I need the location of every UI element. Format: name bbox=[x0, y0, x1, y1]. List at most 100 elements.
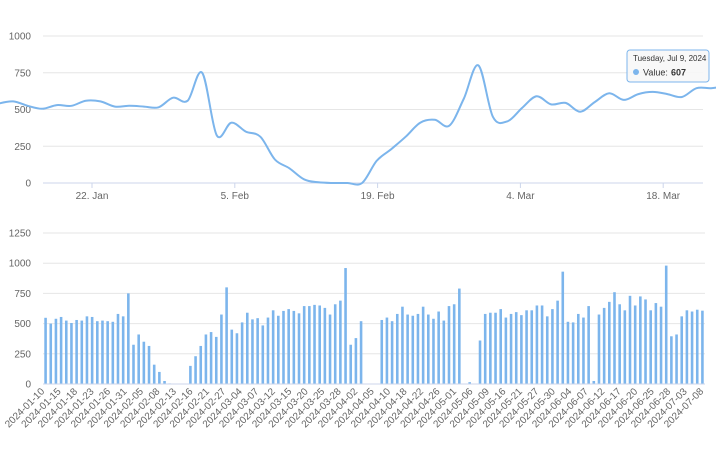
bar[interactable] bbox=[44, 317, 47, 384]
bar[interactable] bbox=[514, 312, 518, 384]
bar[interactable] bbox=[189, 365, 192, 384]
bar[interactable] bbox=[685, 310, 689, 384]
bar[interactable] bbox=[582, 317, 585, 384]
bar[interactable] bbox=[339, 300, 342, 384]
bar[interactable] bbox=[116, 313, 120, 384]
bar[interactable] bbox=[318, 305, 321, 384]
bar[interactable] bbox=[416, 313, 420, 384]
bar[interactable] bbox=[406, 314, 409, 384]
bar[interactable] bbox=[639, 296, 642, 384]
bar[interactable] bbox=[613, 292, 616, 384]
bar[interactable] bbox=[525, 310, 528, 384]
bar-chart[interactable]: 0250500750100012502024-01-102024-01-1520… bbox=[3, 229, 706, 431]
bar[interactable] bbox=[592, 380, 596, 384]
bar[interactable] bbox=[421, 306, 425, 384]
bar[interactable] bbox=[297, 313, 301, 384]
bar[interactable] bbox=[271, 310, 275, 384]
bar[interactable] bbox=[230, 329, 234, 384]
bar[interactable] bbox=[132, 344, 135, 384]
bar[interactable] bbox=[256, 318, 259, 384]
bar[interactable] bbox=[489, 312, 492, 384]
bar[interactable] bbox=[266, 317, 270, 384]
bar[interactable] bbox=[649, 310, 652, 384]
bar[interactable] bbox=[194, 356, 197, 384]
bar[interactable] bbox=[323, 307, 327, 384]
bar[interactable] bbox=[292, 310, 296, 384]
bar[interactable] bbox=[390, 321, 394, 384]
line-series[interactable] bbox=[0, 38, 716, 191]
bar[interactable] bbox=[664, 265, 668, 384]
bar[interactable] bbox=[64, 320, 68, 384]
bar[interactable] bbox=[85, 316, 89, 384]
bar[interactable] bbox=[427, 314, 430, 384]
bar[interactable] bbox=[535, 305, 539, 384]
bar[interactable] bbox=[571, 322, 575, 384]
bar[interactable] bbox=[152, 364, 156, 384]
bar[interactable] bbox=[328, 314, 332, 384]
bar[interactable] bbox=[80, 320, 84, 384]
bar[interactable] bbox=[540, 305, 544, 384]
bar[interactable] bbox=[623, 310, 627, 384]
bar[interactable] bbox=[587, 306, 590, 384]
bar[interactable] bbox=[59, 316, 63, 384]
bar[interactable] bbox=[401, 306, 404, 384]
bar[interactable] bbox=[220, 314, 223, 384]
bar[interactable] bbox=[633, 305, 637, 384]
bar[interactable] bbox=[695, 309, 699, 384]
bar[interactable] bbox=[520, 315, 523, 384]
bar[interactable] bbox=[644, 299, 647, 384]
bar[interactable] bbox=[504, 317, 508, 384]
bar[interactable] bbox=[551, 309, 554, 384]
bar[interactable] bbox=[75, 319, 78, 384]
bar[interactable] bbox=[411, 315, 415, 384]
line-chart[interactable]: 0 250 500 750 1000 22. Jan 5. Feb 19. Feb 4. Mar… bbox=[0, 32, 716, 203]
bar[interactable] bbox=[287, 309, 290, 384]
bar[interactable] bbox=[277, 315, 280, 384]
bar[interactable] bbox=[70, 322, 73, 384]
bar[interactable] bbox=[313, 304, 316, 384]
bar[interactable] bbox=[209, 332, 213, 384]
bar[interactable] bbox=[354, 338, 358, 384]
bar[interactable] bbox=[483, 313, 487, 384]
bar[interactable] bbox=[597, 314, 601, 384]
bar[interactable] bbox=[675, 334, 678, 384]
bar[interactable] bbox=[659, 306, 663, 384]
bar[interactable] bbox=[349, 344, 353, 384]
bar[interactable] bbox=[240, 322, 244, 384]
bar[interactable] bbox=[509, 313, 513, 384]
bar[interactable] bbox=[214, 336, 218, 384]
bar[interactable] bbox=[561, 271, 565, 384]
bar[interactable] bbox=[344, 268, 347, 384]
bar[interactable] bbox=[452, 304, 456, 384]
bar[interactable] bbox=[204, 334, 208, 384]
bar[interactable] bbox=[494, 312, 497, 384]
bar[interactable] bbox=[458, 288, 461, 384]
bar[interactable] bbox=[225, 287, 228, 384]
bar[interactable] bbox=[90, 316, 94, 384]
bar[interactable] bbox=[163, 380, 166, 384]
bar[interactable] bbox=[602, 307, 606, 384]
bar[interactable] bbox=[359, 321, 363, 384]
bar[interactable] bbox=[447, 306, 451, 384]
bar[interactable] bbox=[251, 319, 254, 384]
bar[interactable] bbox=[158, 371, 161, 384]
bar[interactable] bbox=[478, 340, 482, 384]
bar[interactable] bbox=[680, 316, 684, 384]
bar[interactable] bbox=[127, 293, 130, 384]
bar[interactable] bbox=[670, 336, 673, 384]
bar[interactable] bbox=[380, 319, 384, 384]
bar[interactable] bbox=[333, 304, 337, 384]
bar[interactable] bbox=[282, 310, 285, 384]
bar[interactable] bbox=[106, 321, 109, 384]
bar[interactable] bbox=[385, 317, 389, 384]
bar[interactable] bbox=[618, 304, 621, 384]
bar[interactable] bbox=[468, 382, 471, 384]
bar[interactable] bbox=[302, 306, 306, 384]
bar[interactable] bbox=[608, 301, 611, 384]
bar[interactable] bbox=[96, 321, 99, 384]
bar[interactable] bbox=[654, 303, 658, 384]
bar[interactable] bbox=[137, 334, 140, 384]
bar[interactable] bbox=[111, 321, 115, 384]
bar[interactable] bbox=[235, 333, 239, 384]
bar[interactable] bbox=[54, 318, 58, 384]
